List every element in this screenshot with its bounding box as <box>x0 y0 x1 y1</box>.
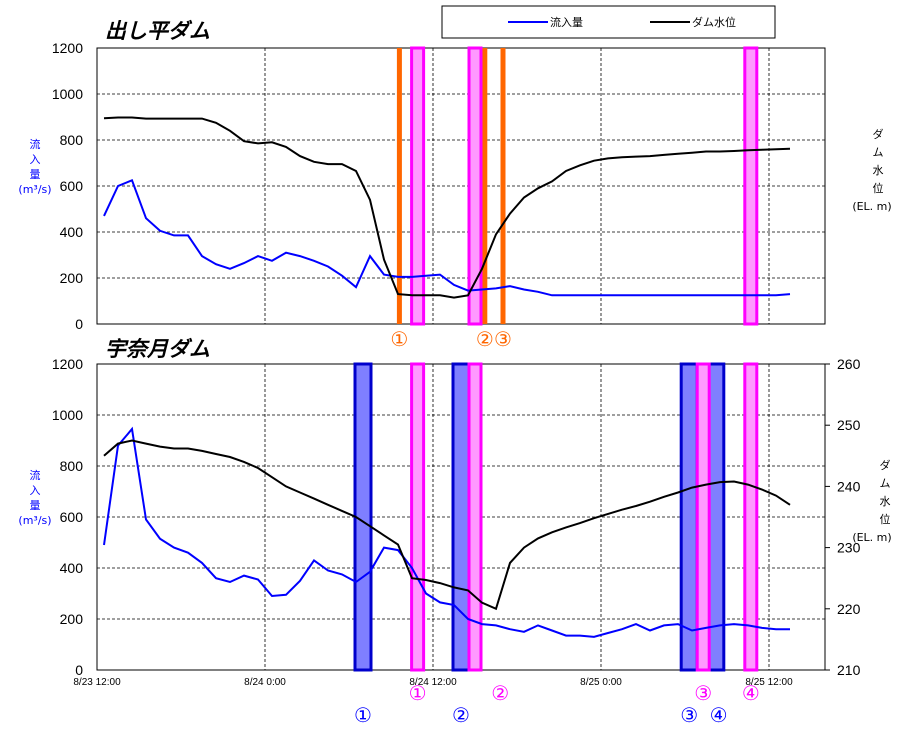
water-level-line <box>103 116 791 299</box>
orange-bar <box>500 48 506 324</box>
y-tick-label: 600 <box>60 178 84 194</box>
y-axis-label-left: 入 <box>30 153 41 166</box>
y-axis-label-right: 位 <box>873 181 884 195</box>
bottom-marker-magenta: ① <box>409 681 427 705</box>
orange-bar-label: ② <box>476 327 494 351</box>
y-axis-label-right: (EL. m) <box>852 200 891 213</box>
y-axis-label-right: ダ <box>880 458 891 472</box>
y-tick-label: 400 <box>60 224 84 240</box>
y-tick-label: 800 <box>60 458 84 474</box>
panel-2: 0 200 400 600 800 1000 1200 210 220 230 240 250 260 宇… <box>18 337 891 678</box>
y-axis-label-left: 入 <box>30 484 41 497</box>
y-axis-label-right: ム <box>873 146 884 159</box>
y-axis-label-right: 位 <box>880 512 891 526</box>
y-axis-label-right: 水 <box>873 164 884 177</box>
bottom-marker-blue: ③ <box>680 703 698 727</box>
y-tick-label: 0 <box>75 662 83 678</box>
blue-bar <box>451 362 471 672</box>
x-tick-label: 8/24 12:00 <box>409 677 457 688</box>
x-tick-label: 8/25 12:00 <box>745 677 793 688</box>
bottom-marker-magenta: ④ <box>742 681 760 705</box>
y-axis-label-right: 水 <box>880 495 891 508</box>
y-axis-label-left: 量 <box>30 168 41 181</box>
x-tick-label: 8/25 0:00 <box>580 677 622 688</box>
y-axis-label-left: 量 <box>30 499 41 512</box>
right-tick-label: 220 <box>837 601 861 617</box>
plot-frame <box>96 47 826 325</box>
legend-inflow-label: 流入量 <box>550 15 583 29</box>
legend-water-level-label: ダム水位 <box>692 15 736 29</box>
y-tick-label: 800 <box>60 132 84 148</box>
bottom-marker-blue: ① <box>354 703 372 727</box>
orange-bar <box>482 48 488 324</box>
right-tick-label: 210 <box>837 662 861 678</box>
bottom-marker-blue: ④ <box>710 703 728 727</box>
y-axis-label-right: (EL. m) <box>852 531 891 544</box>
magenta-bar <box>467 46 483 326</box>
bottom-marker-blue: ② <box>452 703 470 727</box>
y-tick-label: 1200 <box>52 356 83 372</box>
right-tick-label: 240 <box>837 478 861 494</box>
y-axis-label-left: 流 <box>30 137 41 151</box>
y-tick-label: 200 <box>60 611 84 627</box>
y-tick-label: 1000 <box>52 407 83 423</box>
panel-title: 出し平ダム <box>105 19 210 43</box>
x-tick-label: 8/23 12:00 <box>73 677 121 688</box>
magenta-bar <box>743 362 759 672</box>
x-tick-label: 8/24 0:00 <box>244 677 286 688</box>
magenta-bar <box>410 46 426 326</box>
y-axis-label-left: 流 <box>30 468 41 482</box>
inflow-line <box>103 426 790 638</box>
orange-bar-label: ① <box>390 327 408 351</box>
bottom-marker-magenta: ③ <box>694 681 712 705</box>
orange-bar-label: ③ <box>494 327 512 351</box>
magenta-bar <box>410 362 426 672</box>
magenta-bar <box>743 46 759 326</box>
y-tick-label: 1000 <box>52 86 83 102</box>
y-tick-label: 0 <box>75 316 83 332</box>
y-tick-label: 600 <box>60 509 84 525</box>
y-axis-label-left: (m³/s) <box>18 514 51 527</box>
magenta-bar <box>695 362 711 672</box>
y-axis-label-left: (m³/s) <box>18 183 51 196</box>
y-axis-label-right: ダ <box>873 127 884 141</box>
y-tick-label: 400 <box>60 560 84 576</box>
right-tick-label: 260 <box>837 356 861 372</box>
right-tick-label: 250 <box>837 417 861 433</box>
y-axis-label-right: ム <box>880 477 891 490</box>
y-tick-label: 200 <box>60 270 84 286</box>
bottom-marker-magenta: ② <box>491 681 509 705</box>
orange-bar <box>396 48 402 324</box>
legend: 流入量 ダム水位 <box>441 5 776 39</box>
water-level-line <box>103 439 791 611</box>
right-tick-label: 230 <box>837 540 861 556</box>
blue-bar <box>679 362 699 672</box>
inflow-line <box>103 178 791 297</box>
y-tick-label: 1200 <box>52 40 83 56</box>
panel-title: 宇奈月ダム <box>105 337 210 361</box>
